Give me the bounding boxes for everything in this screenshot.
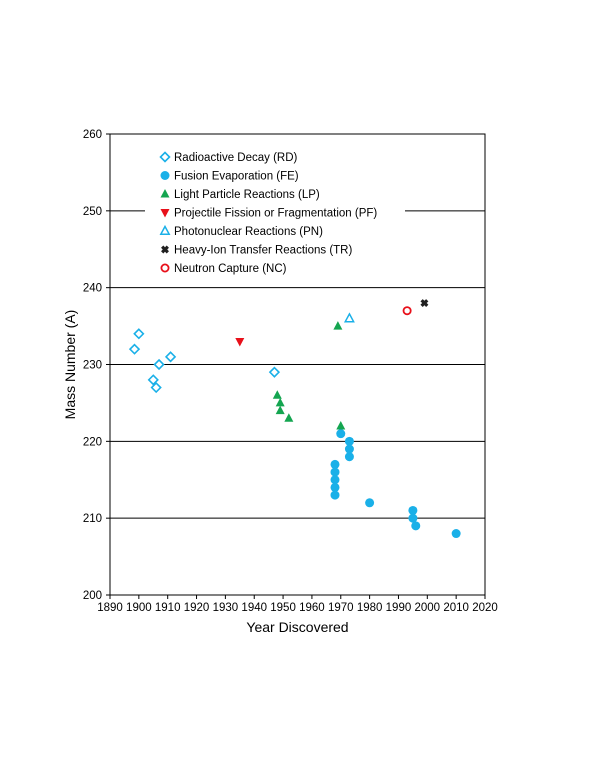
point-radioactive-decay-rd — [268, 366, 281, 378]
x-tick-label: 1990 — [386, 602, 412, 614]
point-fusion-evaporation-fe — [344, 436, 354, 446]
x-tick-label: 1910 — [155, 602, 181, 614]
y-tick-label: 220 — [83, 436, 102, 448]
y-axis-ticks: 200 210 220 230 240 250 260 — [83, 129, 110, 602]
point-projectile-fission-or-fragmentation-pf — [235, 337, 245, 347]
point-light-particle-reactions-lp — [275, 397, 285, 407]
point-light-particle-reactions-lp — [272, 390, 282, 399]
point-radioactive-decay-rd — [153, 358, 165, 371]
legend-label: Fusion Evaporation (FE) — [174, 171, 299, 183]
point-radioactive-decay-rd — [128, 343, 141, 355]
point-fusion-evaporation-fe — [344, 444, 354, 454]
point-heavy-ion-transfer-reactions-tr — [420, 299, 429, 307]
point-radioactive-decay-rd — [164, 351, 177, 363]
y-tick-label: 250 — [83, 206, 102, 218]
point-light-particle-reactions-lp — [284, 413, 294, 422]
x-axis-title: Year Discovered — [246, 619, 348, 635]
legend-marker — [159, 151, 171, 163]
point-light-particle-reactions-lp — [333, 321, 343, 330]
point-fusion-evaporation-fe — [408, 513, 418, 523]
x-tick-label: 1960 — [299, 602, 325, 614]
y-tick-label: 240 — [83, 283, 102, 295]
point-radioactive-decay-rd — [150, 381, 162, 394]
legend-label: Light Particle Reactions (LP) — [174, 189, 320, 201]
legend: Radioactive Decay (RD) Fusion Evaporation… — [145, 143, 405, 277]
data-points — [128, 299, 461, 539]
legend-marker — [161, 245, 169, 254]
point-fusion-evaporation-fe — [451, 529, 461, 539]
y-axis-title: Mass Number (A) — [62, 310, 78, 420]
point-fusion-evaporation-fe — [344, 452, 354, 462]
point-light-particle-reactions-lp — [336, 420, 346, 430]
point-radioactive-decay-rd — [133, 328, 145, 340]
x-tick-label: 1920 — [184, 602, 210, 614]
x-tick-label: 1970 — [328, 602, 354, 614]
point-fusion-evaporation-fe — [330, 482, 340, 492]
x-tick-label: 1980 — [357, 602, 383, 614]
y-tick-label: 210 — [83, 513, 102, 525]
x-axis-ticks: 1890 1900 1910 1920 1930 1940 1950 1960 1970 1980… — [97, 595, 498, 614]
legend-label: Heavy-Ion Transfer Reactions (TR) — [174, 245, 352, 257]
point-fusion-evaporation-fe — [336, 429, 346, 439]
x-tick-label: 1950 — [270, 602, 296, 614]
x-tick-label: 1900 — [126, 602, 152, 614]
legend-marker — [160, 171, 170, 180]
x-tick-label: 1940 — [241, 602, 267, 614]
x-tick-label: 2010 — [443, 602, 469, 614]
x-tick-label: 2020 — [472, 602, 498, 614]
point-radioactive-decay-rd — [147, 374, 159, 386]
point-fusion-evaporation-fe — [330, 475, 340, 485]
x-tick-label: 1890 — [97, 602, 123, 614]
legend-marker — [160, 189, 170, 198]
legend-marker — [160, 263, 170, 273]
point-photonuclear-reactions-pn — [343, 312, 355, 323]
y-tick-label: 260 — [83, 129, 102, 141]
x-tick-label: 1930 — [213, 602, 239, 614]
legend-label: Radioactive Decay (RD) — [174, 152, 298, 164]
point-fusion-evaporation-fe — [330, 490, 340, 500]
legend-label: Neutron Capture (NC) — [174, 263, 287, 275]
point-light-particle-reactions-lp — [275, 405, 285, 415]
legend-marker — [159, 224, 171, 236]
y-tick-label: 230 — [83, 360, 102, 372]
point-neutron-capture-nc — [402, 306, 412, 316]
gridlines — [110, 210, 485, 519]
legend-background — [145, 143, 405, 277]
legend-label: Projectile Fission or Fragmentation (PF) — [174, 208, 377, 220]
legend-marker — [160, 209, 170, 218]
point-fusion-evaporation-fe — [365, 498, 375, 508]
point-fusion-evaporation-fe — [330, 459, 340, 469]
point-fusion-evaporation-fe — [330, 467, 340, 477]
y-tick-label: 200 — [83, 590, 102, 602]
point-fusion-evaporation-fe — [408, 505, 418, 515]
legend-label: Photonuclear Reactions (PN) — [174, 226, 323, 238]
point-fusion-evaporation-fe — [411, 521, 421, 531]
x-tick-label: 2000 — [415, 602, 441, 614]
